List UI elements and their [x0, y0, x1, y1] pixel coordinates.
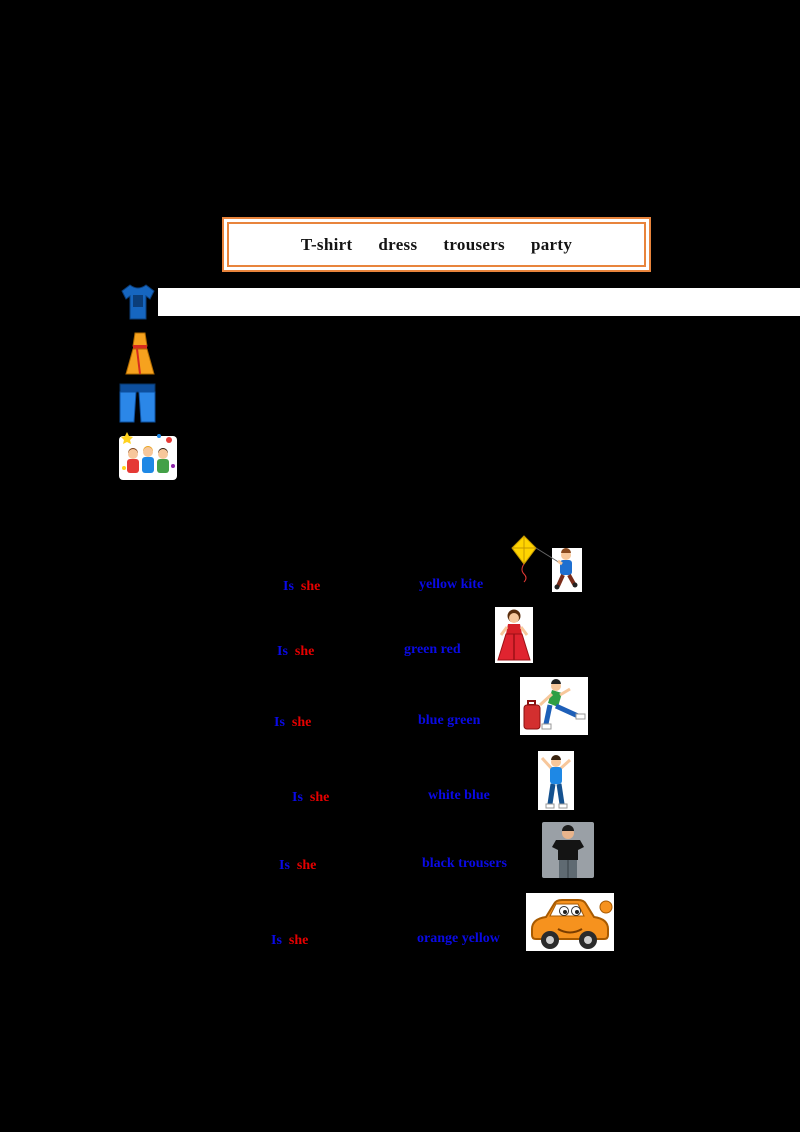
dress-clipart-icon	[123, 331, 157, 376]
man-black-tshirt-image	[542, 822, 594, 878]
orange-car-image	[526, 891, 614, 953]
answer-word-blue: Is	[271, 933, 282, 948]
word-bank-word: party	[530, 234, 573, 254]
answer-word-blue: Is	[274, 715, 285, 730]
word-bank-word: trousers	[443, 234, 505, 254]
girl-red-dress-image	[493, 607, 535, 663]
answer-word-red: she	[309, 790, 330, 805]
answer-pair: Is she	[283, 577, 320, 595]
word-bank-word: T-shirt	[300, 234, 353, 254]
answer-word-red: she	[288, 933, 309, 948]
answer-word-blue: Is	[292, 790, 303, 805]
trousers-clipart-icon	[115, 381, 160, 424]
answer-phrase: green red	[404, 642, 461, 657]
answer-phrase: black trousers	[422, 856, 507, 871]
girl-dancing-image	[536, 751, 576, 810]
t-shirt-clipart-icon	[120, 283, 156, 321]
answer-word-red: she	[296, 858, 317, 873]
answer-pair: Is she	[277, 642, 314, 660]
girl-skating-image	[516, 677, 588, 735]
answer-word-red: she	[291, 715, 312, 730]
answer-phrase: blue green	[418, 713, 481, 728]
word-bank-box: T-shirt dress trousers party	[222, 217, 651, 272]
answer-pair: Is she	[279, 856, 316, 874]
answer-pair: Is she	[271, 931, 308, 949]
answer-pair: Is she	[292, 788, 329, 806]
answer-phrase: white blue	[428, 788, 490, 803]
answer-word-blue: Is	[279, 858, 290, 873]
word-bank-inner-frame: T-shirt dress trousers party	[227, 222, 646, 267]
answer-phrase: yellow kite	[419, 577, 484, 592]
answer-word-blue: Is	[277, 644, 288, 659]
party-clipart-icon	[119, 432, 177, 480]
boy-flying-kite-image	[508, 534, 582, 592]
answer-pair: Is she	[274, 713, 311, 731]
word-bank-word: dress	[378, 234, 418, 254]
answer-word-red: she	[300, 579, 321, 594]
answer-word-red: she	[294, 644, 315, 659]
answer-word-blue: Is	[283, 579, 294, 594]
answer-phrase: orange yellow	[417, 931, 500, 946]
writing-line-strip	[158, 288, 800, 316]
